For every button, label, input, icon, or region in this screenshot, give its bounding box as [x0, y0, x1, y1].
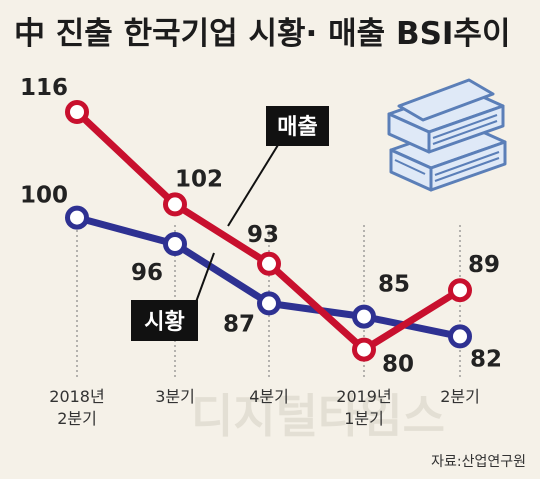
market-value-label: 96 — [131, 260, 163, 286]
sales-point — [352, 337, 376, 362]
source-note: 자료:산업연구원 — [431, 454, 526, 470]
series-markers — [65, 100, 472, 362]
market-point — [257, 291, 281, 316]
market-point — [163, 232, 187, 256]
market-label-text: 시황 — [144, 310, 184, 335]
sales-point — [65, 100, 89, 124]
sales-value-label: 102 — [175, 166, 223, 192]
value-labels: 116 102 93 80 89 100 96 87 85 82 — [20, 75, 502, 378]
x-tick-label: 2분기 — [57, 409, 97, 428]
market-point — [65, 205, 89, 230]
x-tick-label: 2018년 — [49, 387, 104, 406]
x-tick-label: 2019년 — [336, 387, 391, 406]
x-tick-label: 2분기 — [440, 387, 480, 406]
market-label: 시황 — [131, 252, 215, 341]
market-value-label: 82 — [470, 346, 502, 372]
market-value-label: 100 — [20, 183, 68, 209]
watermark: 디지털타임스 — [191, 389, 445, 443]
x-tick-label: 3분기 — [155, 387, 195, 406]
sales-point — [163, 192, 187, 217]
sales-value-label: 116 — [20, 75, 68, 101]
market-value-label: 87 — [223, 311, 255, 337]
x-tick-labels: 2018년 2분기 3분기 4분기 2019년 1분기 2분기 — [49, 387, 480, 428]
sales-point — [257, 251, 281, 276]
sales-value-label: 80 — [382, 352, 414, 378]
market-point — [352, 304, 376, 329]
sales-label: 매출 — [227, 106, 329, 227]
market-value-label: 85 — [378, 272, 410, 298]
sales-value-label: 93 — [247, 222, 279, 248]
chart-title: 中 진출 한국기업 시황· 매출 BSI추이 — [14, 16, 510, 52]
sales-value-label: 89 — [468, 252, 500, 278]
sales-label-text: 매출 — [277, 115, 317, 140]
x-tick-label: 1분기 — [344, 409, 384, 428]
market-point — [448, 324, 472, 349]
x-tick-label: 4분기 — [249, 387, 289, 406]
sales-point — [448, 278, 472, 303]
money-stack-icon — [387, 78, 507, 192]
